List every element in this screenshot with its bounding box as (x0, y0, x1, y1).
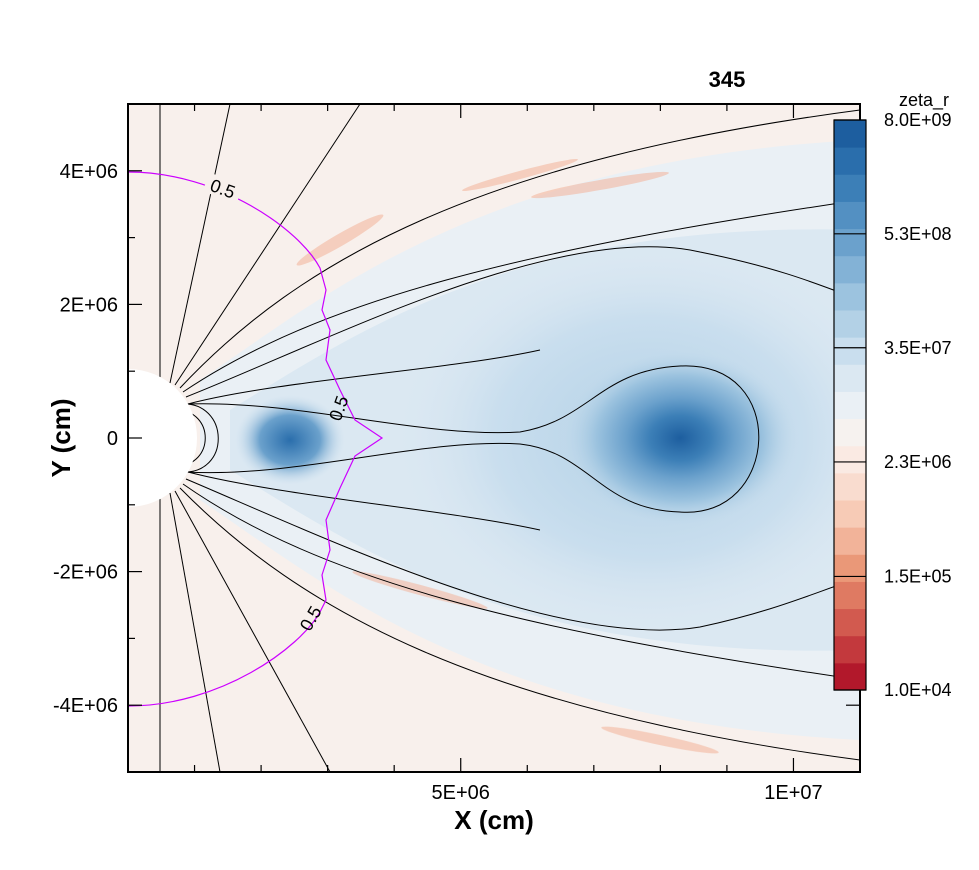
plasmoid-core (560, 348, 800, 528)
plot-area (128, 104, 860, 772)
colorbar-band (834, 120, 866, 148)
x-tick-label: 5E+06 (432, 782, 490, 804)
y-tick-label: 0 (107, 428, 118, 450)
y-tick-label: -4E+06 (53, 695, 118, 717)
y-axis-title: Y (cm) (46, 399, 76, 478)
y-tick-label: 4E+06 (60, 161, 118, 183)
colorbar-band (834, 472, 866, 501)
inner-boundary (128, 369, 197, 507)
chart-title: 345 (709, 67, 746, 92)
colorbar: 8.0E+09 5.3E+08 3.5E+07 2.3E+06 1.5E+05 1.0E+… (833, 110, 952, 700)
colorbar-band (834, 255, 866, 284)
colorbar-band (834, 201, 866, 230)
colorbar-band (834, 228, 866, 257)
colorbar-label: 8.0E+09 (884, 110, 952, 130)
colorbar-band (834, 608, 866, 637)
colorbar-label: 1.5E+05 (884, 566, 952, 586)
colorbar-band (834, 282, 866, 311)
colorbar-band (834, 554, 866, 582)
colorbar-band (834, 662, 866, 691)
y-tick-label: 2E+06 (60, 294, 118, 316)
x-tick-label: 1E+07 (764, 782, 822, 804)
colorbar-label: 3.5E+07 (884, 338, 952, 358)
red-streaks (296, 158, 719, 754)
x-axis-title: X (cm) (454, 805, 533, 835)
colorbar-label: 1.0E+04 (884, 680, 952, 700)
colorbar-title: zeta_r (899, 90, 949, 111)
y-tick-label: -2E+06 (53, 562, 118, 584)
colorbar-band (834, 418, 866, 447)
colorbar-band (834, 364, 866, 392)
colorbar-band (834, 147, 866, 175)
colorbar-label: 2.3E+06 (884, 452, 952, 472)
inner-blue-feature (235, 395, 345, 485)
field-lines (159, 104, 860, 772)
colorbar-band (834, 337, 866, 365)
colorbar-band (834, 527, 866, 555)
colorbar-band (834, 445, 866, 474)
colorbar-band (834, 310, 866, 338)
colorbar-label: 5.3E+08 (884, 224, 952, 244)
colorbar-band (834, 581, 866, 610)
y-axis: 4E+06 2E+06 0 -2E+06 -4E+06 (53, 161, 860, 717)
magenta-contour (128, 171, 384, 707)
x-axis: 5E+06 1E+07 (193, 104, 823, 804)
colorbar-band (834, 635, 866, 664)
colorbar-band (834, 500, 866, 528)
colorbar-band (834, 391, 866, 420)
colorbar-band (834, 174, 866, 202)
